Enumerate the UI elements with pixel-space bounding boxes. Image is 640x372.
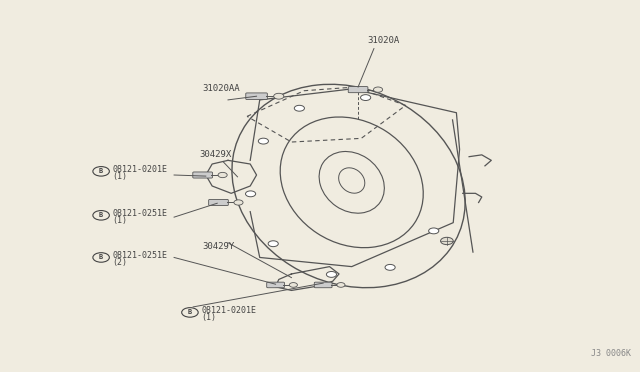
Text: 08121-0201E: 08121-0201E <box>113 166 168 174</box>
Circle shape <box>246 191 255 197</box>
Circle shape <box>440 237 453 245</box>
FancyBboxPatch shape <box>314 282 332 288</box>
Circle shape <box>234 200 243 205</box>
Text: 31020A: 31020A <box>367 36 399 45</box>
Circle shape <box>274 93 284 99</box>
FancyBboxPatch shape <box>246 93 268 100</box>
Text: 08121-0201E: 08121-0201E <box>202 307 257 315</box>
Text: 08121-0251E: 08121-0251E <box>113 209 168 218</box>
Text: J3 0006K: J3 0006K <box>591 349 631 358</box>
Circle shape <box>268 241 278 247</box>
Text: 31020AA: 31020AA <box>203 84 241 93</box>
Text: 08121-0251E: 08121-0251E <box>113 251 168 260</box>
Circle shape <box>385 264 395 270</box>
Ellipse shape <box>280 117 423 248</box>
Circle shape <box>294 105 305 111</box>
Circle shape <box>289 283 298 287</box>
FancyBboxPatch shape <box>348 87 368 93</box>
Circle shape <box>360 94 371 100</box>
Text: (2): (2) <box>113 258 127 267</box>
Text: (1): (1) <box>113 216 127 225</box>
Ellipse shape <box>319 151 385 213</box>
Text: B: B <box>188 310 192 315</box>
Circle shape <box>259 138 268 144</box>
Text: 30429Y: 30429Y <box>202 242 235 251</box>
FancyBboxPatch shape <box>193 172 212 178</box>
FancyBboxPatch shape <box>209 199 228 206</box>
Text: (1): (1) <box>113 171 127 181</box>
Circle shape <box>326 272 337 278</box>
Ellipse shape <box>232 84 465 288</box>
Text: B: B <box>99 212 103 218</box>
Circle shape <box>374 87 383 92</box>
Text: 30429X: 30429X <box>199 150 232 158</box>
Text: B: B <box>99 254 103 260</box>
Circle shape <box>337 283 345 287</box>
Circle shape <box>429 228 439 234</box>
Circle shape <box>218 172 227 178</box>
Text: (1): (1) <box>202 313 216 322</box>
FancyBboxPatch shape <box>267 282 284 288</box>
Text: B: B <box>99 169 103 174</box>
